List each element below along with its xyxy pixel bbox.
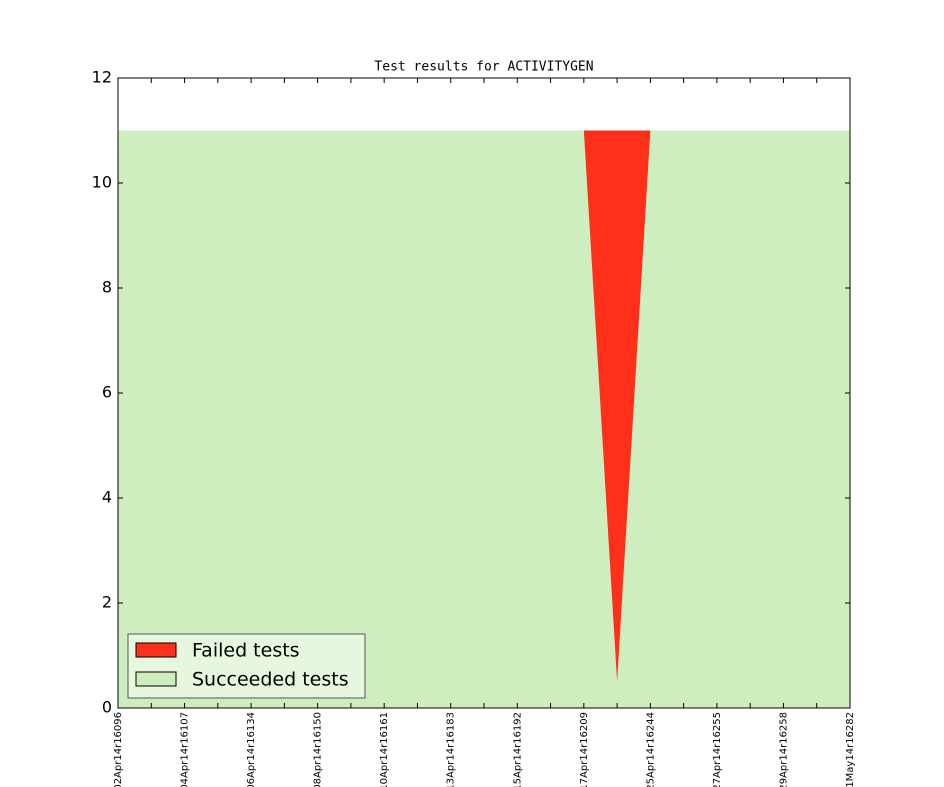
x-tick-label: 29Apr14r16258 [778,712,789,787]
y-tick-label: 8 [102,278,112,297]
x-tick-label: 17Apr14r16209 [579,712,590,787]
x-tick-label: 15Apr14r16192 [512,712,523,787]
legend-swatch [135,671,177,687]
y-tick-label: 4 [102,488,112,507]
y-tick-label: 12 [92,68,112,87]
legend-swatch [135,642,177,658]
x-tick-label: 27Apr14r16255 [712,712,723,787]
x-tick-label: 02Apr14r16096 [113,712,124,787]
x-tick-label: 10Apr14r16161 [379,712,390,787]
x-tick-label: 25Apr14r16244 [645,712,656,787]
y-tick-label: 0 [102,698,112,717]
legend-label: Succeeded tests [192,669,349,691]
area [118,130,850,708]
y-tick-label: 2 [102,593,112,612]
x-tick-label: 01May14r16282 [845,712,856,787]
x-tick-label: 06Apr14r16134 [246,712,257,787]
x-tick-label: 04Apr14r16107 [180,712,191,787]
x-tick-label: 08Apr14r16150 [313,712,324,787]
y-tick-label: 10 [92,173,112,192]
x-tick-label: 13Apr14r16183 [446,712,457,787]
y-tick-label: 6 [102,383,112,402]
chart-title: Test results for ACTIVITYGEN [374,60,593,75]
legend-label: Failed tests [192,640,300,662]
